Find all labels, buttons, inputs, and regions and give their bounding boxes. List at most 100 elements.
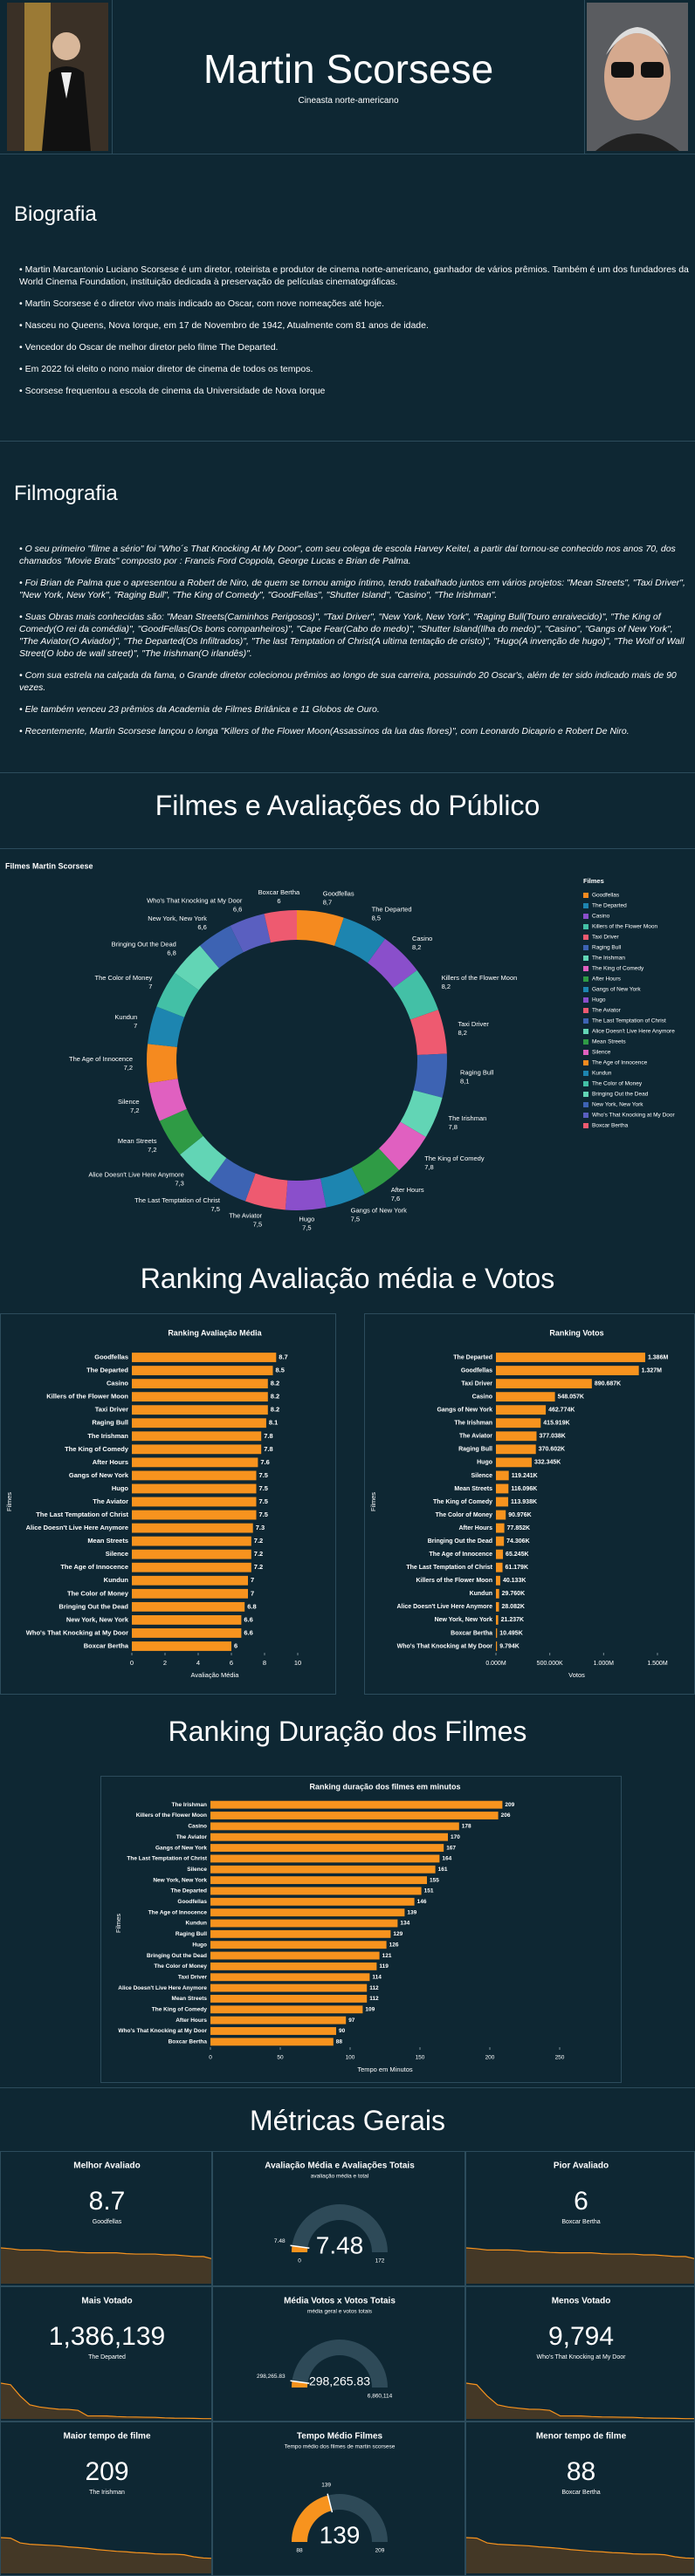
slice-value: 7,6 [391,1195,400,1202]
y-tick-label: The Departed [86,1367,128,1374]
card-title: Tempo Médio Filmes [297,2432,383,2442]
value-label: 8.5 [276,1367,285,1374]
slice-label: The King of Comedy [424,1154,485,1162]
metric-card: Menor tempo de filme 88 Boxcar Bertha [465,2422,695,2576]
slice-label: Casino [412,935,432,942]
bar [210,2027,336,2035]
bullet-item: Nasceu no Queens, Nova Iorque, em 17 de … [19,319,692,332]
y-tick-label: Goodfellas [94,1353,128,1361]
y-tick-label: New York, New York [66,1615,129,1623]
card-value: 209 [85,2457,128,2486]
page-subtitle: Cineasta norte-americano [298,96,399,106]
y-tick-label: The Irishman [87,1432,128,1440]
bar [496,1575,500,1586]
x-tick-label: 10 [294,1659,301,1667]
legend-swatch [583,924,588,929]
y-tick-label: Casino [107,1380,128,1387]
bar [132,1353,277,1362]
gauge-fill [292,2495,332,2542]
card-title: Melhor Avaliado [73,2162,141,2171]
value-label: 21.237K [501,1617,524,1623]
slice-value: 7,3 [175,1180,183,1188]
value-label: 126 [389,1942,399,1948]
card-title: Menor tempo de filme [536,2432,627,2442]
slice-value: 7,5 [302,1224,311,1232]
slice-label: Alice Doesn't Live Here Anymore [88,1171,183,1179]
y-tick-label: Raging Bull [92,1419,128,1427]
slice-label: The Last Temptation of Christ [134,1196,221,1204]
value-label: 209 [505,1802,514,1808]
bullet-item: Martin Marcantonio Luciano Scorsese é um… [19,264,692,288]
donut-slice [159,1108,203,1155]
slice-label: After Hours [391,1186,424,1194]
legend-label: Killers of the Flower Moon [592,924,658,930]
donut-slice [368,938,417,989]
value-label: 7.2 [254,1550,263,1558]
bar [210,1833,448,1841]
y-tick-label: Raging Bull [175,1931,207,1937]
card-subtitle: Tempo médio dos filmes de martin scorses… [285,2444,396,2450]
metric-card: Tempo Médio Filmes Tempo médio dos filmes… [212,2422,465,2576]
x-axis-label: Votos [568,1671,585,1679]
x-tick-label: 0 [130,1659,134,1667]
bar [210,1973,370,1982]
bar [132,1588,248,1599]
legend-swatch [583,945,588,950]
y-tick-label: Hugo [477,1460,492,1466]
y-tick-label: Raging Bull [458,1447,492,1453]
y-tick-label: The Last Temptation of Christ [127,1856,207,1862]
bar [496,1457,532,1468]
bar [210,1941,387,1949]
value-label: 28.082K [501,1604,524,1610]
bar [210,1919,398,1928]
y-tick-label: Mean Streets [87,1537,128,1545]
value-label: 112 [369,1985,379,1991]
photo-left [7,3,108,151]
slice-label: Raging Bull [460,1069,494,1077]
x-axis-label: Tempo em Minutos [357,2066,413,2073]
bar [496,1379,592,1389]
bar [496,1444,536,1455]
slice-value: 8,2 [442,983,451,990]
metric-card: Melhor Avaliado 8.7 Goodfellas [0,2151,212,2286]
sparkline [1,2382,211,2420]
metric-card: Pior Avaliado 6 Boxcar Bertha [465,2151,695,2286]
y-tick-label: Boxcar Bertha [84,1641,129,1649]
y-tick-label: Who's That Knocking at My Door [26,1628,128,1636]
gauge-target [290,2244,310,2249]
bar [132,1405,268,1415]
bullet-item: Scorsese frequentou a escola de cinema d… [19,385,692,397]
bar [496,1641,498,1651]
y-tick-label: The Last Temptation of Christ [36,1511,128,1518]
metric-card: Maior tempo de filme 209 The Irishman [0,2422,212,2576]
card-title: Maior tempo de filme [63,2432,150,2442]
donut-slice [378,1121,426,1170]
bar [496,1549,504,1559]
y-tick-label: Silence [106,1550,128,1558]
value-label: 7.2 [254,1563,263,1571]
metric-card: Mais Votado 1,386,139 The Departed [0,2286,212,2422]
slice-value: 7 [134,1022,137,1030]
value-label: 1.386M [648,1354,669,1360]
legend-label: Boxcar Bertha [592,1123,629,1129]
y-tick-label: The Aviator [459,1434,492,1440]
legend-label: Bringing Out the Dead [592,1092,649,1098]
legend-title: Filmes [583,877,604,885]
slice-label: The Color of Money [95,974,153,982]
value-label: 112 [369,1996,379,2002]
legend-swatch [583,1039,588,1045]
section-heading: Ranking Duração dos Filmes [168,1716,527,1747]
bar [132,1497,257,1507]
x-tick-label: 8 [263,1659,266,1667]
value-label: 97 [348,2018,355,2024]
bullet-item: Suas Obras mais conhecidas são: "Mean St… [19,611,692,660]
card-value: 6 [574,2187,588,2216]
title-box: Martin Scorsese Cineasta norte-americano [112,0,585,154]
bar [132,1379,268,1389]
legend-label: Gangs of New York [592,987,641,993]
y-tick-label: Bringing Out the Dead [147,1953,207,1959]
donut-slice [230,914,271,953]
legend-swatch [583,1092,588,1097]
y-tick-label: The Color of Money [154,1963,207,1970]
